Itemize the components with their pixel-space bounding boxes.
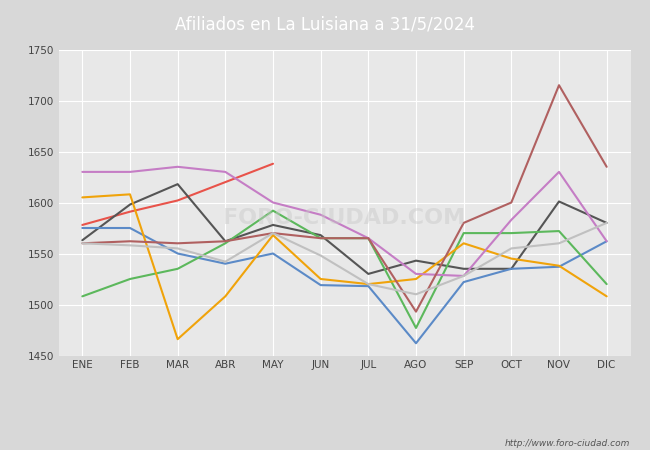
Text: http://www.foro-ciudad.com: http://www.foro-ciudad.com [505,439,630,448]
Text: Afiliados en La Luisiana a 31/5/2024: Afiliados en La Luisiana a 31/5/2024 [175,16,475,34]
Text: FORO-CIUDAD.COM: FORO-CIUDAD.COM [224,208,465,228]
